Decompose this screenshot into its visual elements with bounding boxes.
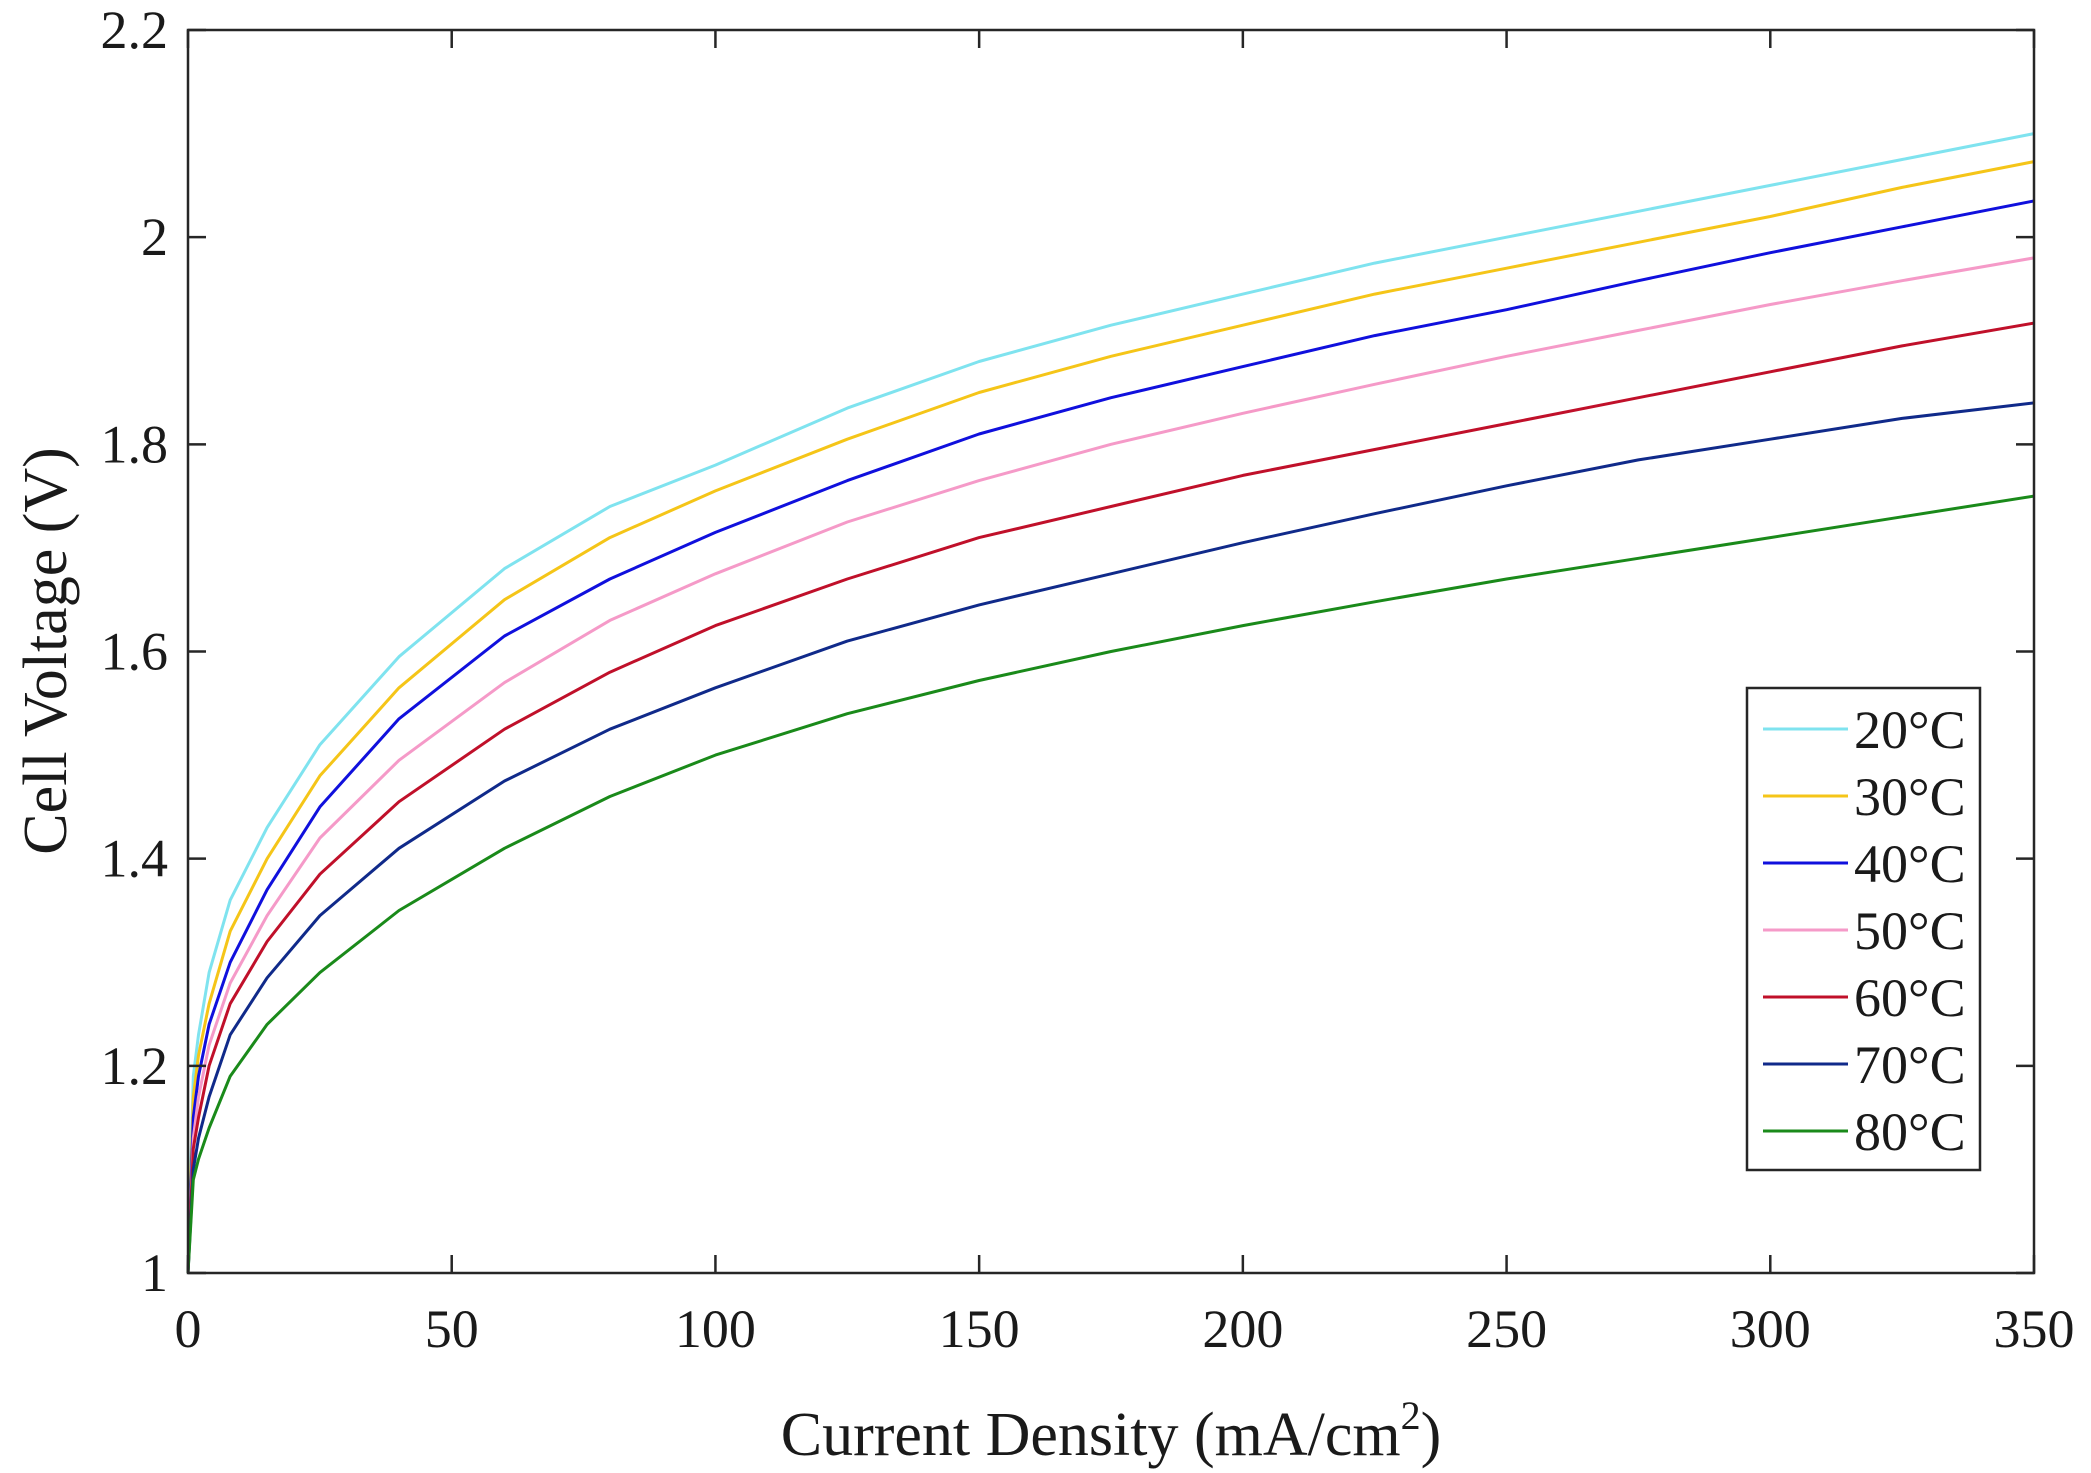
y-axis-ticks: 1 1.2 1.4 1.6 1.8 2 2.2: [101, 0, 2034, 1303]
legend-label: 80°C: [1854, 1102, 1966, 1162]
legend-label: 20°C: [1854, 700, 1966, 760]
legend-label: 50°C: [1854, 901, 1966, 961]
x-tick-label: 350: [1994, 1299, 2075, 1359]
x-axis-ticks: 0 50 100 150 200 250 300 350: [175, 30, 2075, 1359]
y-tick-label: 1: [141, 1243, 168, 1303]
legend-label: 70°C: [1854, 1035, 1966, 1095]
x-tick-label: 0: [175, 1299, 202, 1359]
x-tick-label: 250: [1466, 1299, 1547, 1359]
series-layer: [186, 132, 2035, 1274]
y-tick-label: 1.6: [101, 622, 169, 682]
y-axis-label: Cell Voltage (V): [12, 447, 80, 855]
series-line-20c: [186, 132, 2035, 1274]
y-tick-label: 1.2: [101, 1036, 169, 1096]
legend-label: 30°C: [1854, 767, 1966, 827]
x-tick-label: 50: [425, 1299, 479, 1359]
legend: 20°C 30°C 40°C 50°C 60°C 70°C 80°C: [1745, 686, 1982, 1172]
series-line-30c: [186, 160, 2035, 1274]
series-line-70c: [186, 401, 2035, 1274]
x-axis-label: Current Density (mA/cm2): [781, 1393, 1442, 1469]
legend-label: 60°C: [1854, 968, 1966, 1028]
series-line-40c: [186, 199, 2035, 1274]
x-tick-label: 300: [1730, 1299, 1811, 1359]
y-tick-label: 2.2: [101, 0, 169, 60]
y-tick-label: 1.4: [101, 829, 169, 889]
x-tick-label: 150: [939, 1299, 1020, 1359]
legend-label: 40°C: [1854, 834, 1966, 894]
series-line-50c: [186, 256, 2035, 1274]
x-tick-label: 200: [1202, 1299, 1283, 1359]
y-tick-label: 2: [141, 207, 168, 267]
y-tick-label: 1.8: [101, 414, 169, 474]
series-line-80c: [186, 494, 2035, 1274]
x-tick-label: 100: [675, 1299, 756, 1359]
series-line-60c: [186, 321, 2035, 1274]
